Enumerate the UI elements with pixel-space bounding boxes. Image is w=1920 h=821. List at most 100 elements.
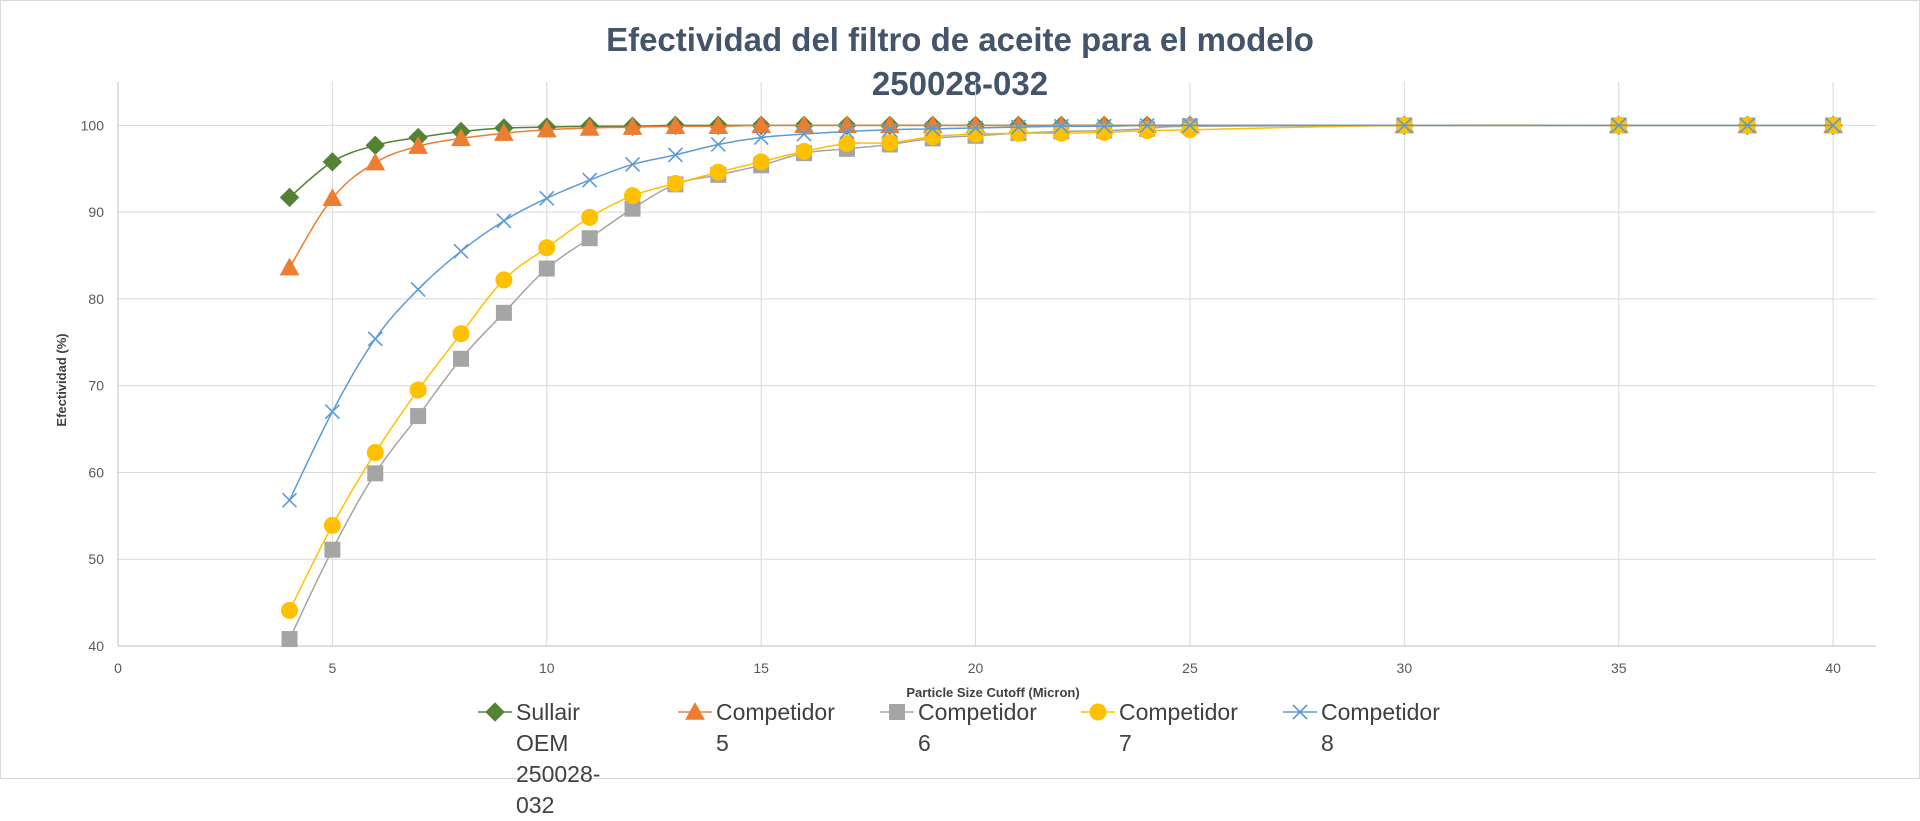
series-5 bbox=[281, 117, 1841, 508]
data-point bbox=[839, 123, 855, 140]
data-point bbox=[838, 135, 856, 153]
data-point bbox=[624, 187, 642, 205]
x-tick-label: 10 bbox=[539, 660, 555, 676]
data-point bbox=[365, 152, 386, 171]
y-tick-label: 40 bbox=[88, 638, 104, 654]
data-point bbox=[751, 115, 772, 134]
chart-title: Efectividad del filtro de aceite para el… bbox=[606, 21, 1314, 58]
x-tick-label: 35 bbox=[1611, 660, 1627, 676]
x-tick-label: 15 bbox=[753, 660, 769, 676]
data-point bbox=[924, 128, 942, 146]
data-point bbox=[667, 147, 683, 163]
data-point bbox=[495, 271, 513, 289]
data-point bbox=[538, 260, 555, 277]
data-point bbox=[581, 208, 599, 226]
data-point bbox=[1138, 122, 1156, 140]
y-axis-title: Efectividad (%) bbox=[54, 333, 69, 426]
x-tick-label: 30 bbox=[1397, 660, 1413, 676]
data-point bbox=[279, 257, 300, 276]
data-point bbox=[582, 172, 598, 188]
x-tick-label: 0 bbox=[114, 660, 122, 676]
data-point bbox=[453, 243, 469, 259]
data-point bbox=[1139, 117, 1155, 133]
series-3 bbox=[281, 117, 1842, 648]
data-point bbox=[1009, 124, 1027, 142]
legend-marker bbox=[1292, 704, 1308, 720]
y-tick-label: 90 bbox=[88, 204, 104, 220]
data-point bbox=[410, 408, 427, 425]
x-tick-label: 25 bbox=[1182, 660, 1198, 676]
legend-symbol bbox=[1283, 704, 1317, 720]
x-axis-title: Particle Size Cutoff (Micron) bbox=[906, 685, 1079, 700]
data-point bbox=[925, 121, 941, 137]
data-point bbox=[1096, 118, 1112, 134]
y-tick-label: 60 bbox=[88, 464, 104, 480]
data-point bbox=[281, 492, 298, 508]
data-point bbox=[324, 404, 340, 420]
data-point bbox=[752, 153, 770, 171]
legend-symbol bbox=[1081, 703, 1115, 721]
legend-symbol bbox=[880, 704, 914, 720]
data-point bbox=[495, 304, 512, 321]
legend-label: Competidor 7 bbox=[1119, 699, 1238, 756]
data-point bbox=[366, 444, 384, 462]
legend-label: Competidor 6 bbox=[918, 699, 1037, 756]
data-point bbox=[581, 230, 598, 247]
y-tick-label: 100 bbox=[81, 117, 105, 133]
x-tick-label: 20 bbox=[968, 660, 984, 676]
series-line bbox=[288, 124, 1834, 269]
data-point bbox=[410, 281, 426, 297]
data-point bbox=[281, 601, 299, 619]
legend-marker bbox=[1089, 703, 1107, 721]
data-point bbox=[579, 117, 600, 136]
data-point bbox=[967, 120, 984, 136]
series-line bbox=[288, 124, 1834, 611]
legend-symbol bbox=[678, 701, 712, 720]
data-point bbox=[1181, 121, 1199, 139]
data-point bbox=[1182, 117, 1198, 133]
data-point bbox=[881, 134, 899, 152]
legend-marker bbox=[485, 702, 505, 722]
x-tick-label: 40 bbox=[1825, 660, 1841, 676]
data-point bbox=[281, 631, 298, 648]
data-point bbox=[453, 350, 470, 367]
data-point bbox=[1010, 119, 1027, 135]
legend-symbol bbox=[478, 702, 512, 722]
series-line bbox=[288, 124, 1834, 640]
legend-marker bbox=[889, 704, 905, 720]
legend-label: Competidor 5 bbox=[716, 699, 835, 756]
x-tick-label: 5 bbox=[328, 660, 336, 676]
legend-marker bbox=[685, 701, 705, 720]
data-point bbox=[323, 516, 341, 534]
data-point bbox=[536, 119, 557, 138]
data-point bbox=[666, 175, 684, 193]
y-tick-label: 80 bbox=[88, 291, 104, 307]
data-point bbox=[538, 239, 556, 257]
data-point bbox=[967, 125, 985, 143]
chart-legend: Sullair OEM 250028-032 Competidor 5 Compet… bbox=[0, 695, 1920, 818]
data-point bbox=[795, 142, 813, 160]
data-point bbox=[1052, 124, 1070, 142]
data-point bbox=[539, 190, 555, 206]
data-point bbox=[1611, 117, 1627, 133]
data-point bbox=[1825, 117, 1841, 133]
data-point bbox=[622, 117, 643, 135]
data-point bbox=[1053, 118, 1069, 134]
data-point bbox=[708, 116, 729, 134]
data-point bbox=[624, 156, 641, 172]
legend-label: Competidor 8 bbox=[1321, 699, 1440, 756]
data-point bbox=[494, 123, 514, 141]
data-point bbox=[367, 465, 384, 482]
series-4 bbox=[281, 116, 1842, 619]
line-chart: 40 50 60 70 80 90 100 0 5 10 15 20 25 30 35 40 Particle … bbox=[54, 82, 1876, 700]
y-tick-label: 70 bbox=[88, 378, 104, 394]
y-tick-label: 50 bbox=[88, 551, 104, 567]
data-point bbox=[324, 541, 341, 558]
series-line bbox=[288, 124, 1834, 501]
data-point bbox=[452, 325, 470, 343]
data-point bbox=[1396, 117, 1412, 133]
data-point bbox=[665, 116, 686, 134]
data-point bbox=[796, 126, 812, 142]
data-point bbox=[322, 152, 343, 172]
data-point bbox=[882, 122, 898, 138]
